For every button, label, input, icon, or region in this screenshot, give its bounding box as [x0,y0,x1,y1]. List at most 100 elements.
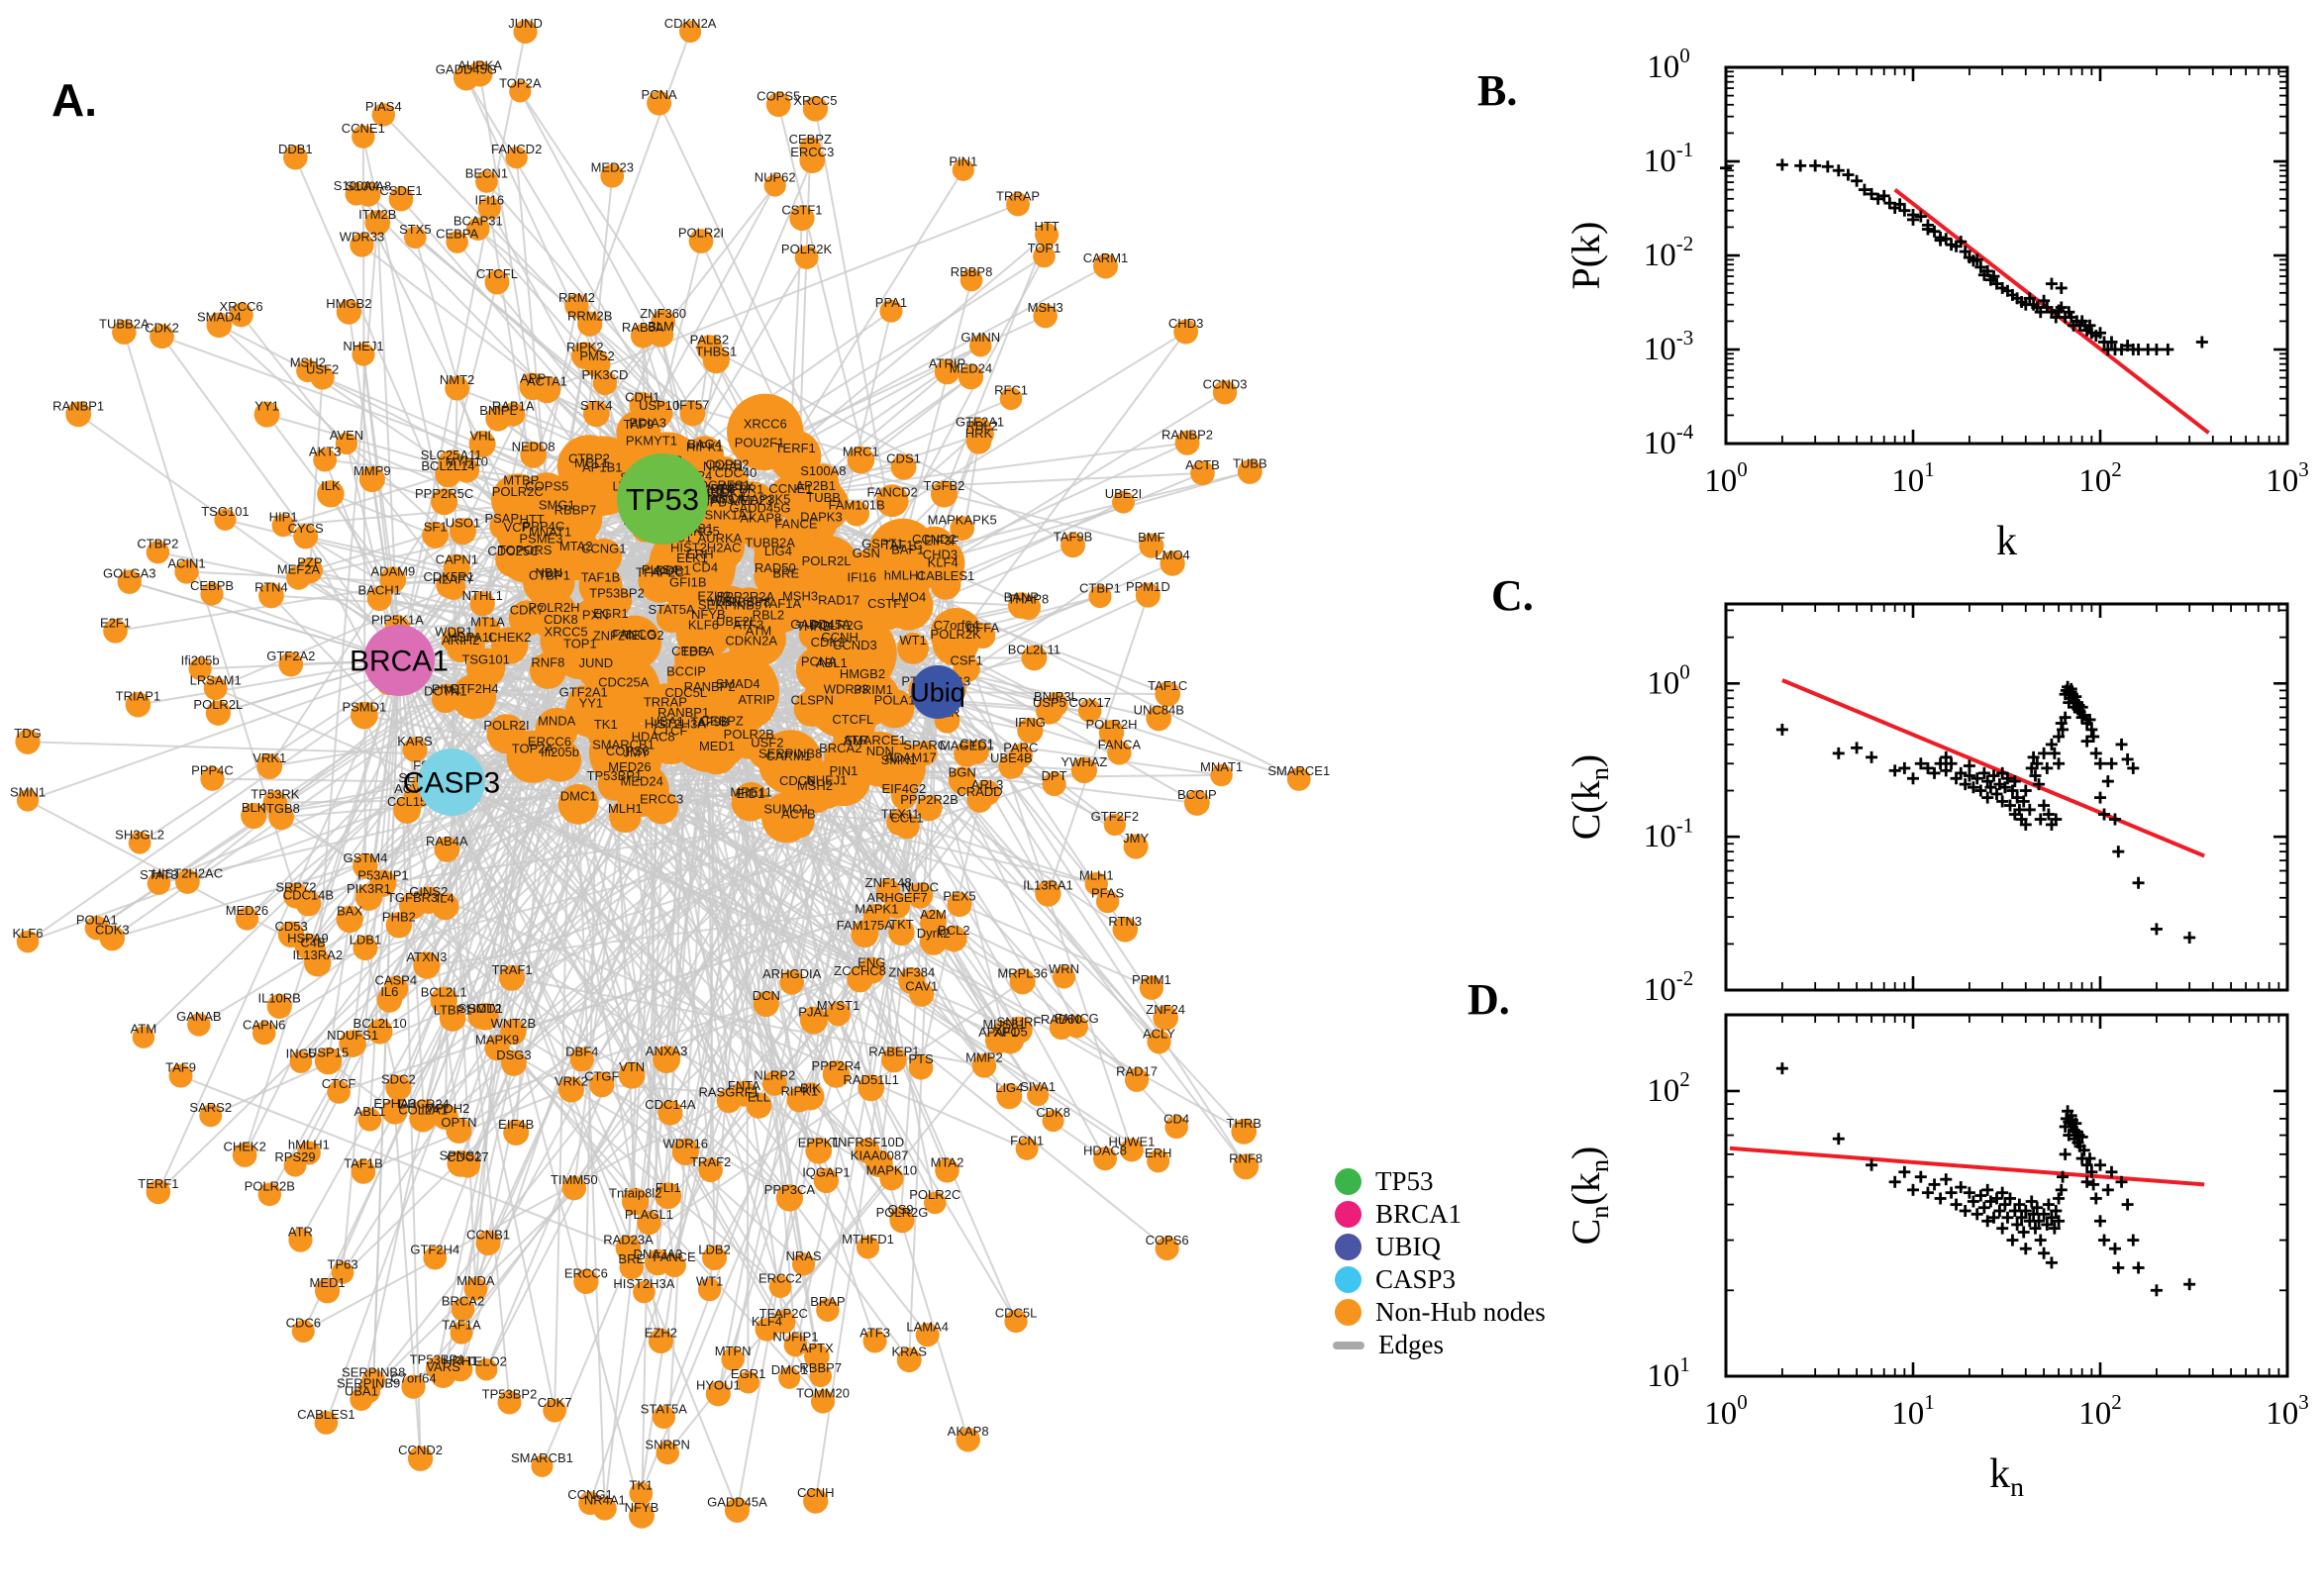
network-node [930,480,958,508]
network-node [889,1208,915,1234]
network-node [1093,253,1119,279]
network-node [439,1005,466,1032]
gene-label: CDK8 [544,612,578,627]
network-node [762,739,814,790]
network-node [662,1253,686,1278]
network-node [466,217,490,241]
network-node [569,1047,594,1072]
network-node [1183,790,1210,816]
network-node [655,1182,682,1210]
network-node [117,569,142,594]
gene-label: ELL [748,1090,770,1105]
network-node [507,474,535,503]
brca1-swatch-icon [1335,1201,1362,1228]
network-node [648,1328,673,1354]
network-node [761,792,812,844]
tick-label: 100 [1647,659,1690,701]
network-node [844,500,870,527]
network-node [289,1050,313,1073]
gene-label: DCTN1 [424,683,466,698]
network-node [1042,1110,1064,1133]
gene-label: HIST2H2AC [670,541,742,555]
tick-label: 100 [1704,457,1748,499]
network-node [653,1046,681,1074]
gene-label: EIF3F [924,534,959,549]
gene-label: NLRP2 [754,1067,795,1082]
network-node [1212,380,1238,405]
legend-item-brca1: BRCA1 [1335,1199,1546,1229]
network-node [258,582,284,609]
network-node [1027,1084,1050,1107]
axis-title: C(kn) [1564,754,1614,841]
legend-label: Edges [1378,1330,1444,1359]
gene-label: SMARCB1 [592,737,655,751]
network-node [637,1211,661,1236]
gene-label: MED23 [730,493,772,508]
gene-label: GTF2H4 [450,681,499,696]
gene-label: TRAF2 [690,1154,731,1169]
network-node [577,311,603,337]
network-node [826,1001,851,1027]
network-node [508,600,546,637]
network-node [484,269,510,295]
network-node [484,1035,510,1061]
network-node [805,1137,833,1164]
gene-label: CCND2 [912,532,957,547]
gene-label: PIN1 [829,763,858,778]
network-node [795,647,843,693]
network-node [241,802,267,830]
network-node [1153,1005,1178,1031]
gene-label: EIF4G2 [881,781,926,796]
gene-label: TRAF1 [491,962,532,977]
plot-frame [1724,65,2289,446]
gene-label: MRC1 [843,445,879,459]
gene-label: RBBP8 [729,594,771,609]
gene-label: ATR [844,733,868,748]
network-node [652,1405,676,1430]
gene-label: USO1 [446,516,480,531]
network-node [586,653,660,728]
network-node [778,1366,801,1389]
gene-label: PIAS4 [642,562,678,577]
network-node [779,969,805,995]
network-node [618,1061,646,1089]
gene-label: NMT2 [440,372,474,387]
network-node [729,627,773,671]
gene-label: MAGED1 [940,739,994,753]
network-node [366,586,392,612]
gene-label: RBL2 [753,608,785,623]
network-node [801,614,840,651]
gene-label: CEBPZ [701,714,744,729]
gene-label: POU2F1 [735,435,785,449]
gene-label: PPP2R2B [900,792,959,807]
gene-label: ERCC6 [528,735,571,749]
gene-label: CCNE1 [768,481,812,496]
network-node [799,137,822,159]
gene-label: BAX [337,904,362,919]
gene-label: PALB2 [690,332,730,347]
network-node [379,566,407,593]
network-node [585,538,623,575]
network-node [996,1083,1023,1110]
gene-label: PIM1 [432,681,461,696]
network-node [629,1481,654,1506]
network-node [291,1320,315,1344]
gene-label: PSME3 [519,532,562,547]
network-node [619,1254,645,1280]
network-node [856,1236,880,1259]
network-node [897,632,930,664]
gene-label: TP53RK [251,787,299,802]
network-node [564,293,589,319]
network-node [1286,767,1311,791]
gene-label: RBBP7 [555,502,597,517]
gene-label: WRN [710,594,741,609]
network-node [929,537,955,562]
gene-label: EZH2 [697,589,730,604]
network-node [381,1098,408,1125]
legend-label: CASP3 [1375,1264,1457,1294]
gene-label: LMO4 [891,590,926,605]
gene-label: CABLES1 [917,568,975,583]
gene-label: RAB8A [622,320,664,335]
network-node [793,689,831,728]
